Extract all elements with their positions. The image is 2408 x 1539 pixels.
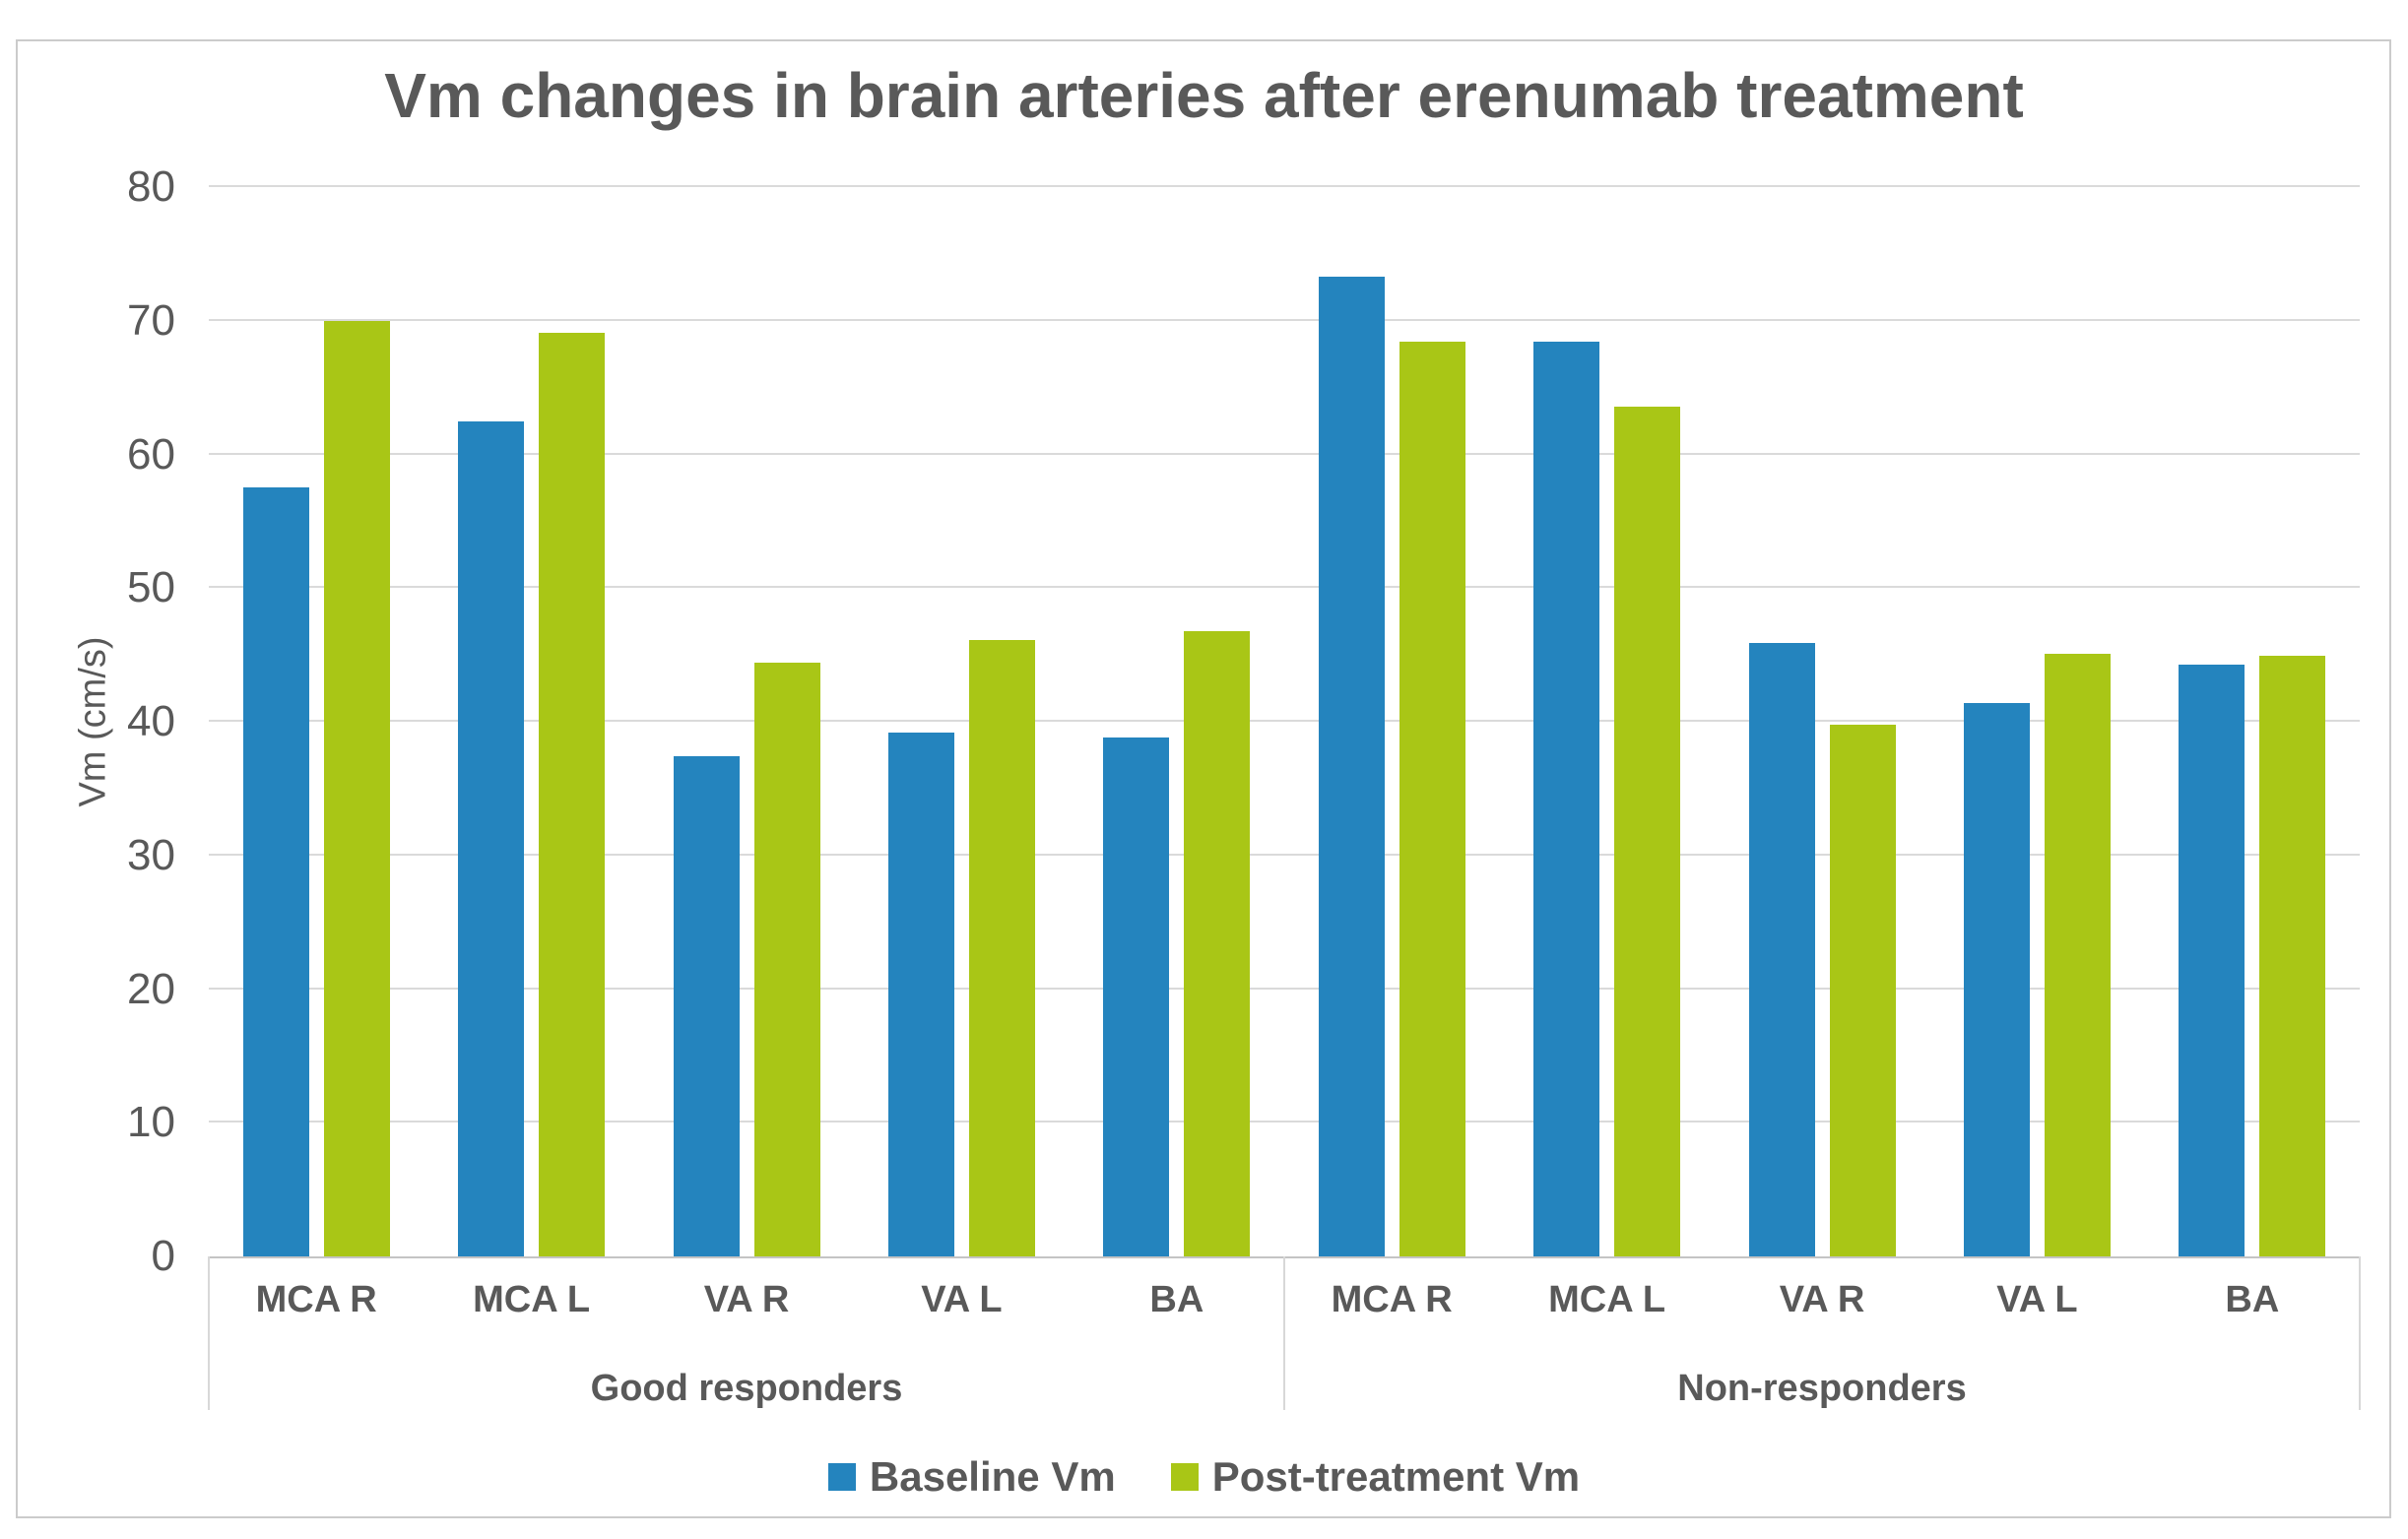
- plot-area: [209, 185, 2360, 1258]
- category-label-good-responders-va-l: VA L: [921, 1278, 1003, 1320]
- category-label-non-responders-va-l: VA L: [1996, 1278, 2078, 1320]
- category-good-responders-va-r: [639, 187, 854, 1256]
- bar-good-responders-mca-r-post-treatment-vm: [323, 320, 390, 1256]
- gridline-70: [209, 318, 2360, 321]
- bar-non-responders-va-l-post-treatment-vm: [2044, 653, 2111, 1256]
- category-label-good-responders-mca-l: MCA L: [473, 1278, 591, 1320]
- axis-divider-0: [208, 1256, 210, 1410]
- y-tick-80: 80: [127, 162, 175, 211]
- bar-non-responders-mca-r-baseline-vm: [1318, 276, 1385, 1256]
- gridline-80: [209, 185, 2360, 187]
- category-label-non-responders-va-r: VA R: [1779, 1278, 1865, 1320]
- group-label-non-responders: Non-responders: [1677, 1367, 1967, 1409]
- legend-item-post-treatment-vm: Post-treatment Vm: [1170, 1453, 1581, 1501]
- y-tick-10: 10: [127, 1098, 175, 1147]
- bar-non-responders-mca-r-post-treatment-vm: [1399, 342, 1465, 1256]
- gridline-10: [209, 1121, 2360, 1123]
- bar-good-responders-ba-post-treatment-vm: [1184, 630, 1251, 1256]
- gridline-50: [209, 586, 2360, 589]
- y-tick-40: 40: [127, 697, 175, 745]
- bar-non-responders-va-r-post-treatment-vm: [1829, 724, 1896, 1256]
- y-tick-0: 0: [151, 1232, 175, 1280]
- bar-good-responders-va-r-post-treatment-vm: [753, 663, 820, 1256]
- axis-divider-2: [2359, 1256, 2361, 1410]
- category-label-group-non-responders: MCA R MCA L VA R VA L BA: [1284, 1264, 2360, 1335]
- bar-good-responders-va-l-post-treatment-vm: [968, 640, 1035, 1256]
- gridline-40: [209, 720, 2360, 722]
- bar-group-good-responders: [209, 187, 1284, 1256]
- y-tick-50: 50: [127, 563, 175, 612]
- bar-groups: [209, 187, 2360, 1256]
- category-label-good-responders-mca-r: MCA R: [255, 1278, 377, 1320]
- gridline-30: [209, 853, 2360, 856]
- gridline-60: [209, 452, 2360, 455]
- category-label-group-good-responders: MCA R MCA L VA R VA L BA: [209, 1264, 1284, 1335]
- bar-good-responders-mca-r-baseline-vm: [242, 487, 309, 1256]
- legend-swatch-post-treatment-vm: [1170, 1463, 1199, 1491]
- legend: Baseline Vm Post-treatment Vm: [0, 1443, 2408, 1510]
- group-axis-labels: Good responders Non-responders: [209, 1361, 2360, 1416]
- bar-non-responders-ba-post-treatment-vm: [2259, 656, 2326, 1256]
- bar-good-responders-va-l-baseline-vm: [887, 732, 954, 1256]
- category-good-responders-va-l: [854, 187, 1069, 1256]
- legend-item-baseline-vm: Baseline Vm: [827, 1453, 1116, 1501]
- bar-non-responders-mca-l-baseline-vm: [1533, 342, 1600, 1256]
- y-tick-30: 30: [127, 830, 175, 879]
- y-tick-70: 70: [127, 295, 175, 345]
- category-non-responders-va-l: [1929, 187, 2144, 1256]
- bar-good-responders-ba-baseline-vm: [1103, 737, 1170, 1256]
- category-non-responders-mca-l: [1499, 187, 1714, 1256]
- bar-non-responders-va-r-baseline-vm: [1748, 642, 1815, 1256]
- category-label-good-responders-va-r: VA R: [703, 1278, 790, 1320]
- legend-label-post-treatment-vm: Post-treatment Vm: [1211, 1453, 1581, 1500]
- gridline-20: [209, 987, 2360, 990]
- y-tick-20: 20: [127, 964, 175, 1013]
- bar-non-responders-va-l-baseline-vm: [1963, 703, 2030, 1256]
- bar-non-responders-mca-l-post-treatment-vm: [1614, 406, 1681, 1256]
- y-tick-60: 60: [127, 429, 175, 479]
- category-label-non-responders-mca-r: MCA R: [1331, 1278, 1453, 1320]
- category-good-responders-mca-l: [423, 187, 638, 1256]
- bar-group-non-responders: [1284, 187, 2360, 1256]
- category-label-good-responders-ba: BA: [1149, 1278, 1204, 1320]
- group-label-good-responders: Good responders: [590, 1367, 903, 1409]
- bar-good-responders-mca-l-post-treatment-vm: [539, 332, 606, 1256]
- category-axis-labels: MCA R MCA L VA R VA L BA MCA R MCA L VA R VA L BA: [209, 1264, 2360, 1335]
- axis-divider-1: [1283, 1256, 1285, 1410]
- legend-label-baseline-vm: Baseline Vm: [869, 1453, 1116, 1500]
- category-label-non-responders-ba: BA: [2225, 1278, 2280, 1320]
- category-non-responders-ba: [2145, 187, 2360, 1256]
- category-label-non-responders-mca-l: MCA L: [1548, 1278, 1666, 1320]
- bar-non-responders-ba-baseline-vm: [2179, 664, 2245, 1256]
- bar-good-responders-va-r-baseline-vm: [673, 756, 740, 1256]
- category-non-responders-mca-r: [1284, 187, 1499, 1256]
- category-good-responders-mca-r: [209, 187, 423, 1256]
- category-good-responders-ba: [1070, 187, 1284, 1256]
- category-non-responders-va-r: [1715, 187, 1929, 1256]
- chart-title: Vm changes in brain arteries after erenu…: [384, 60, 2024, 131]
- bar-good-responders-mca-l-baseline-vm: [458, 420, 525, 1256]
- legend-swatch-baseline-vm: [827, 1463, 856, 1491]
